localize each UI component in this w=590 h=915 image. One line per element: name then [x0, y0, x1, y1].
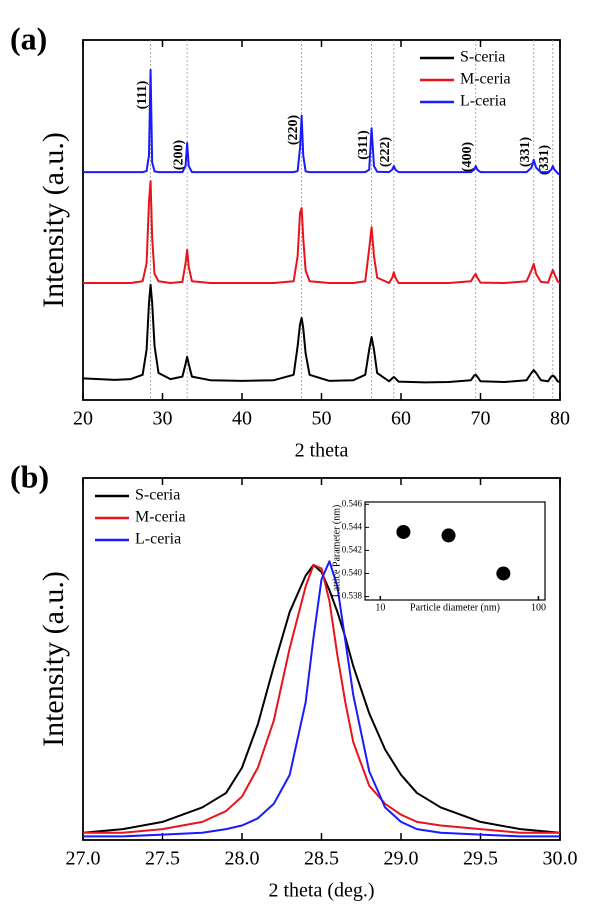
peak-label: (220) — [286, 115, 301, 146]
x-tick-label: 29.5 — [463, 848, 498, 870]
series-line — [83, 563, 560, 834]
panel-label: (b) — [10, 458, 49, 494]
legend-label: S-ceria — [135, 487, 180, 504]
x-tick-label: 40 — [232, 408, 252, 430]
x-tick-label: 10 — [375, 602, 385, 613]
y-tick-label: 0.546 — [342, 498, 363, 508]
series-line — [83, 180, 561, 284]
y-tick-label: 0.544 — [342, 521, 363, 531]
legend-label: M-ceria — [460, 71, 511, 88]
x-tick-label: 50 — [312, 408, 332, 430]
peak-label: (311) — [356, 130, 371, 160]
x-tick-label: 29.0 — [384, 848, 419, 870]
y-tick-label: 0.540 — [342, 568, 363, 578]
series-line — [83, 68, 561, 176]
panel-label: (a) — [10, 20, 47, 56]
legend-label: L-ceria — [135, 531, 181, 548]
x-tick-label: 28.5 — [304, 848, 339, 870]
y-tick-label: 0.538 — [342, 591, 363, 601]
series-line — [82, 283, 561, 384]
x-tick-label: 70 — [471, 408, 491, 430]
data-point — [396, 524, 411, 539]
x-tick-label: 30.0 — [543, 848, 578, 870]
x-tick-label: 100 — [531, 602, 546, 613]
plot-frame — [364, 501, 546, 601]
peak-label: (111) — [135, 80, 150, 109]
peak-label: (222) — [378, 137, 393, 168]
x-axis-label: 2 theta — [295, 440, 349, 462]
data-point — [496, 566, 511, 581]
x-tick-label: 27.5 — [145, 848, 180, 870]
x-axis-label: Particle diameter (nm) — [410, 602, 500, 613]
x-tick-label: 60 — [391, 408, 411, 430]
x-tick-label: 20 — [73, 408, 93, 430]
y-axis-label: Intensity (a.u.) — [37, 571, 70, 747]
legend-label: S-ceria — [460, 49, 505, 66]
peak-label: (400) — [460, 142, 475, 173]
peak-label: (200) — [171, 140, 186, 171]
data-point — [441, 528, 456, 543]
x-tick-label: 80 — [550, 408, 570, 430]
x-axis-label: 2 theta (deg.) — [268, 880, 374, 902]
peak-label: (331) — [518, 137, 533, 168]
x-tick-label: 30 — [153, 408, 173, 430]
x-tick-label: 27.0 — [66, 848, 101, 870]
legend-label: L-ceria — [460, 93, 506, 110]
y-tick-label: 0.542 — [342, 544, 362, 554]
x-tick-label: 28.0 — [225, 848, 260, 870]
series-line — [83, 560, 560, 838]
y-axis-label: Intensity (a.u.) — [37, 132, 70, 308]
peak-label: (331) — [537, 145, 552, 176]
legend-label: M-ceria — [135, 509, 186, 526]
y-axis-label: Lattice Parameter (nm) — [331, 505, 342, 598]
